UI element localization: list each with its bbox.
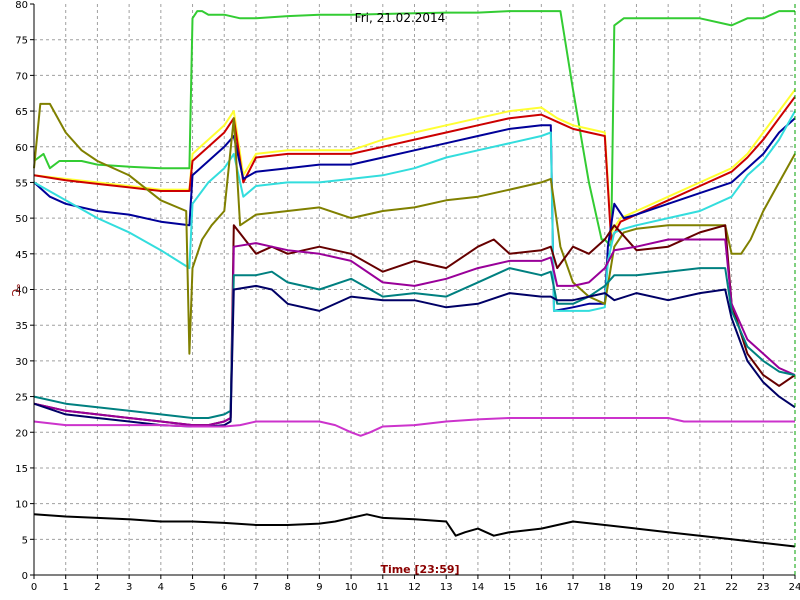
x-tick-label: 13 (440, 582, 453, 593)
x-tick-label: 8 (284, 582, 290, 593)
series-line-12 (33, 513, 796, 548)
y-tick-label: 15 (15, 464, 28, 475)
series-line-1 (33, 10, 795, 248)
y-tick-label: 45 (15, 250, 28, 261)
y-tick-label: 0 (22, 571, 28, 582)
y-tick-label: 50 (15, 214, 28, 225)
x-axis-label: Time [23:59] (380, 563, 459, 576)
y-tick-label: 10 (15, 500, 28, 511)
chart-title: Fri, 21.02.2014 (355, 11, 446, 25)
y-tick-label: 80 (15, 0, 28, 11)
x-tick-label: 21 (694, 582, 707, 593)
x-tick-label: 18 (598, 582, 611, 593)
x-tick-label: 17 (567, 582, 580, 593)
x-tick-label: 7 (253, 582, 259, 593)
y-tick-label: 5 (22, 535, 28, 546)
tick-layer: 0 1 2 3 4 5 6 7 8 9 10 11 12 13 14 15 16 17 18 19 20 21 22 23 24… (15, 0, 800, 593)
y-axis-label: °C (9, 283, 22, 297)
x-tick-label: 16 (535, 582, 548, 593)
series-line-11 (33, 417, 795, 437)
y-tick-label: 35 (15, 321, 28, 332)
x-tick-label: 9 (316, 582, 322, 593)
x-tick-label: 3 (126, 582, 132, 593)
series-line-5 (33, 110, 796, 312)
y-tick-label: 25 (15, 393, 28, 404)
x-tick-label: 10 (345, 582, 358, 593)
series-layer (33, 10, 796, 548)
x-tick-label: 0 (31, 582, 37, 593)
y-tick-label: 20 (15, 428, 28, 439)
x-tick-label: 24 (789, 582, 800, 593)
x-tick-label: 1 (63, 582, 69, 593)
x-tick-label: 22 (725, 582, 738, 593)
y-tick-label: 70 (15, 71, 28, 82)
x-tick-label: 2 (94, 582, 100, 593)
y-tick-label: 75 (15, 36, 28, 47)
series-line-6 (33, 102, 796, 355)
x-tick-label: 20 (662, 582, 675, 593)
x-tick-label: 6 (221, 582, 227, 593)
x-tick-label: 4 (158, 582, 164, 593)
series-line-4 (33, 117, 796, 312)
y-tick-label: 30 (15, 357, 28, 368)
x-tick-label: 14 (472, 582, 485, 593)
y-tick-label: 40 (15, 286, 28, 297)
y-tick-label: 60 (15, 143, 28, 154)
x-tick-label: 19 (630, 582, 643, 593)
x-tick-label: 23 (757, 582, 770, 593)
series-line-9 (33, 267, 796, 419)
series-line-3 (33, 96, 796, 241)
series-line-8 (33, 238, 796, 427)
grid-layer (34, 4, 795, 575)
y-tick-label: 65 (15, 107, 28, 118)
y-tick-label: 55 (15, 178, 28, 189)
x-tick-label: 15 (503, 582, 516, 593)
x-tick-label: 11 (376, 582, 389, 593)
x-tick-label: 12 (408, 582, 421, 593)
x-tick-label: 5 (189, 582, 195, 593)
